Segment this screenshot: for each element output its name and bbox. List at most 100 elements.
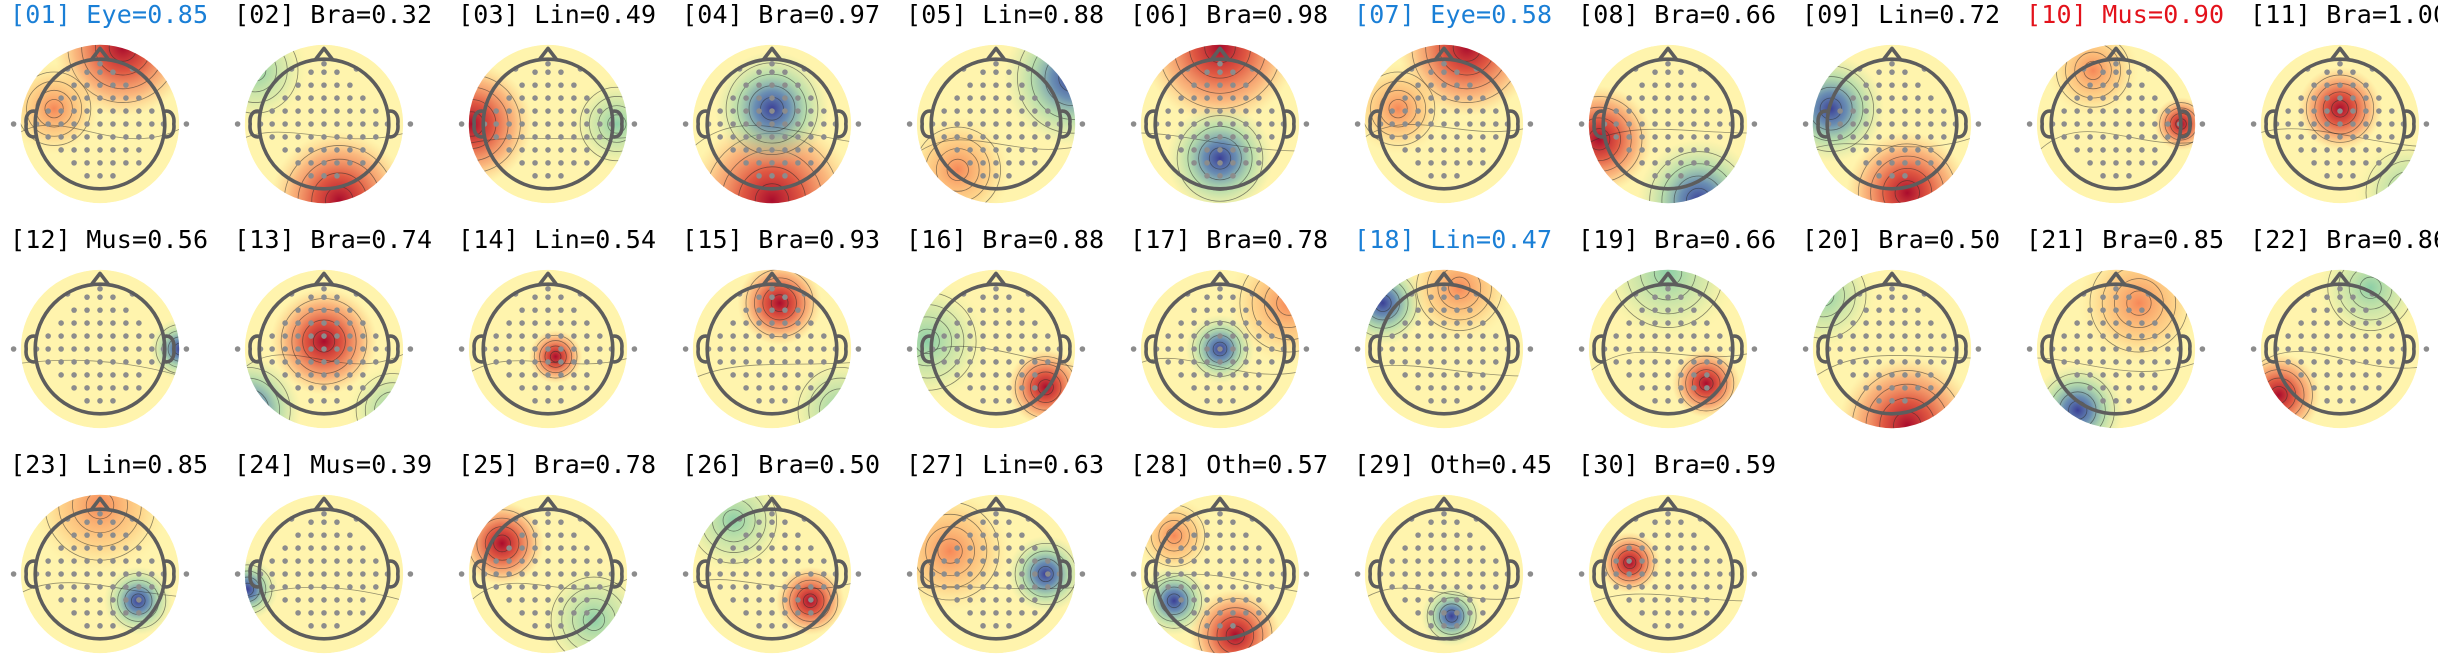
sensor-dot [1415, 307, 1421, 313]
component-cell-4[interactable]: [04] Bra=0.97 [682, 0, 906, 220]
sensor-dot [980, 519, 986, 525]
sensor-dot [1652, 359, 1658, 365]
sensor-dot [519, 307, 525, 313]
sensor-dot [782, 558, 788, 564]
sensor-dot [1717, 558, 1723, 564]
component-cell-16[interactable]: [16] Bra=0.88 [906, 225, 1130, 445]
head-outline [1153, 507, 1287, 641]
sensor-dot [1230, 147, 1236, 153]
component-cell-29[interactable]: [29] Oth=0.45 [1354, 450, 1578, 670]
sensor-dot [1493, 346, 1499, 352]
sensor-dot [1204, 108, 1210, 114]
sensor-dot [360, 571, 366, 577]
sensor-dot [1837, 108, 1843, 114]
sensor-dot [967, 82, 973, 88]
sensor-dot [545, 82, 551, 88]
component-cell-19[interactable]: [19] Bra=0.66 [1578, 225, 1802, 445]
sensor-dot [2113, 294, 2119, 300]
component-cell-7[interactable]: [07] Eye=0.58 [1354, 0, 1578, 220]
sensor-dot [1019, 160, 1025, 166]
sensor-dot [1691, 320, 1697, 326]
component-cell-24[interactable]: [24] Mus=0.39 [234, 450, 458, 670]
sensor-dot [334, 134, 340, 140]
component-cell-9[interactable]: [09] Lin=0.72 [1802, 0, 2026, 220]
sensor-dot [1006, 346, 1012, 352]
sensor-dot [84, 346, 90, 352]
component-cell-10[interactable]: [10] Mus=0.90 [2026, 0, 2250, 220]
scalp-field [2260, 44, 2420, 204]
sensor-dot [2061, 108, 2067, 114]
contour-line [2101, 269, 2177, 341]
component-cell-13[interactable]: [13] Bra=0.74 [234, 225, 458, 445]
topomap [10, 494, 190, 654]
sensor-dot [1850, 121, 1856, 127]
component-cell-25[interactable]: [25] Bra=0.78 [458, 450, 682, 670]
sensor-dot [1006, 571, 1012, 577]
component-cell-28[interactable]: [28] Oth=0.57 [1130, 450, 1354, 670]
component-cell-2[interactable]: [02] Bra=0.32 [234, 0, 458, 220]
sensor-dot [1665, 121, 1671, 127]
sensor-dot [756, 307, 762, 313]
sensor-dot [321, 173, 327, 179]
sensor-dot [2350, 320, 2356, 326]
component-cell-3[interactable]: [03] Lin=0.49 [458, 0, 682, 220]
contour-line [1812, 355, 1972, 380]
sensor-dot [1837, 333, 1843, 339]
sensor-dot [545, 623, 551, 629]
sensor-dot [993, 519, 999, 525]
sensor-dot [545, 134, 551, 140]
contour-line [549, 350, 562, 363]
sensor-dot [110, 121, 116, 127]
sensor-dot [321, 333, 327, 339]
component-cell-15[interactable]: [15] Bra=0.93 [682, 225, 906, 445]
sensor-dot [597, 558, 603, 564]
sensor-dot [769, 623, 775, 629]
sensor-dot [1243, 372, 1249, 378]
component-cell-8[interactable]: [08] Bra=0.66 [1578, 0, 1802, 220]
sensor-dot [308, 597, 314, 603]
sensor-dot [2376, 385, 2382, 391]
sensor-dot [795, 359, 801, 365]
sensor-dot [2100, 398, 2106, 404]
component-cell-6[interactable]: [06] Bra=0.98 [1130, 0, 1354, 220]
component-cell-5[interactable]: [05] Lin=0.88 [906, 0, 1130, 220]
sensor-dot [954, 333, 960, 339]
sensor-dot [71, 95, 77, 101]
component-label: [09] Lin=0.72 [1802, 0, 2001, 29]
component-cell-21[interactable]: [21] Bra=0.85 [2026, 225, 2250, 445]
component-cell-11[interactable]: [11] Bra=1.00 [2250, 0, 2438, 220]
sensor-dot [1269, 134, 1275, 140]
sensor-dot [2199, 121, 2206, 127]
sensor-dot [1863, 346, 1869, 352]
sensor-dot [558, 385, 564, 391]
component-cell-30[interactable]: [30] Bra=0.59 [1578, 450, 1802, 670]
sensor-dot [1217, 571, 1223, 577]
component-cell-26[interactable]: [26] Bra=0.50 [682, 450, 906, 670]
component-cell-14[interactable]: [14] Lin=0.54 [458, 225, 682, 445]
sensor-dot [2126, 108, 2132, 114]
sensor-dot [295, 346, 301, 352]
sensor-dot [58, 597, 64, 603]
component-cell-17[interactable]: [17] Bra=0.78 [1130, 225, 1354, 445]
sensor-dot [1665, 69, 1671, 75]
sensor-dot [1217, 160, 1223, 166]
topomap [1130, 269, 1310, 429]
sensor-dot [941, 134, 947, 140]
component-cell-18[interactable]: [18] Lin=0.47 [1354, 225, 1578, 445]
sensor-dot [782, 121, 788, 127]
component-cell-27[interactable]: [27] Lin=0.63 [906, 450, 1130, 670]
sensor-dot [558, 294, 564, 300]
component-cell-1[interactable]: [01] Eye=0.85 [10, 0, 234, 220]
component-cell-22[interactable]: [22] Bra=0.86 [2250, 225, 2438, 445]
sensor-dot [730, 108, 736, 114]
sensor-dot [2126, 320, 2132, 326]
sensor-dot [1217, 60, 1223, 67]
right-ear-outline [163, 109, 176, 139]
component-cell-23[interactable]: [23] Lin=0.85 [10, 450, 234, 670]
sensor-dot [1428, 307, 1434, 313]
sensor-dot [743, 82, 749, 88]
sensor-dot [1915, 160, 1921, 166]
sensor-dot [519, 532, 525, 538]
component-cell-12[interactable]: [12] Mus=0.56 [10, 225, 234, 445]
component-cell-20[interactable]: [20] Bra=0.50 [1802, 225, 2026, 445]
